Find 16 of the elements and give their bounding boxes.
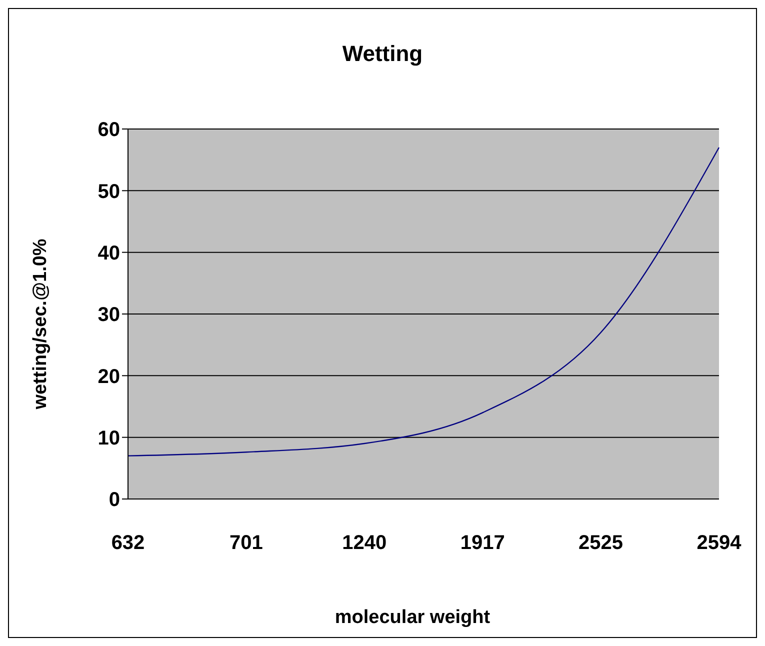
y-tick-label: 60 xyxy=(98,119,120,142)
y-axis-title: wetting/sec.@1.0% xyxy=(30,238,52,410)
y-tick-label: 20 xyxy=(98,366,120,388)
x-tick-label: 701 xyxy=(230,532,263,554)
x-tick-label: 2525 xyxy=(578,532,624,554)
chart-title: Wetting xyxy=(341,41,424,67)
y-tick-label: 10 xyxy=(98,427,120,450)
y-tick-label: 30 xyxy=(98,304,120,326)
y-tick-label: 0 xyxy=(108,489,120,512)
x-tick-label: 1240 xyxy=(342,532,387,554)
x-axis-title: molecular weight xyxy=(334,607,492,629)
x-tick-label: 632 xyxy=(111,532,145,554)
y-tick-label: 50 xyxy=(98,180,120,203)
x-tick-label: 1917 xyxy=(460,532,505,554)
x-tick-label: 2594 xyxy=(696,532,742,554)
y-tick-label: 40 xyxy=(98,242,120,264)
